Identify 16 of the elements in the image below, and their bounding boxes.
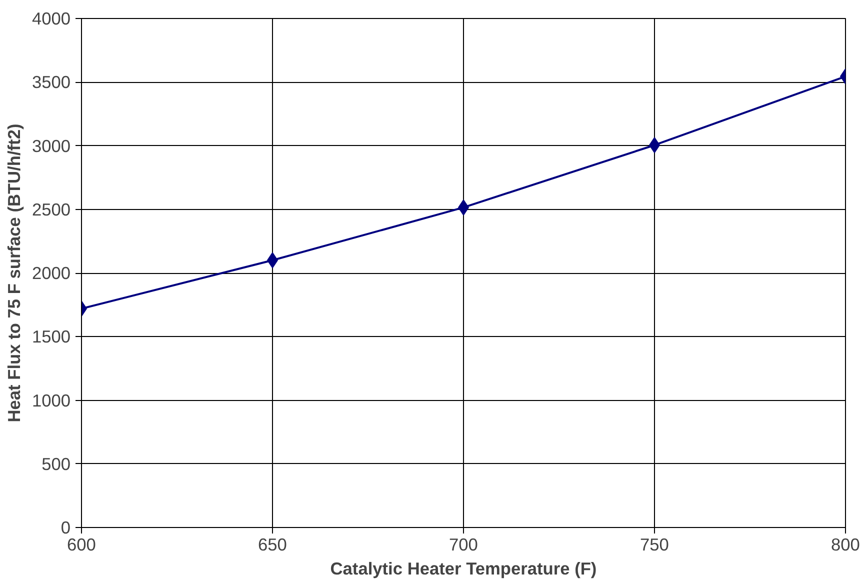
y-tick-label: 500 [42,454,71,474]
y-tick-label: 2000 [32,263,71,283]
x-tick-label: 650 [258,534,287,554]
y-tick-label: 2500 [32,199,71,220]
y-axis-title: Heat Flux to 75 F surface (BTU/h/ft2) [4,124,24,422]
y-tick-label: 3500 [32,72,71,92]
x-tick-label: 750 [640,534,669,554]
y-tick-label: 3000 [32,136,71,156]
x-tick-label: 800 [831,534,860,554]
y-tick-label: 1000 [32,390,71,410]
x-tick-label: 600 [67,534,96,554]
y-tick-label: 1500 [32,326,71,347]
x-axis-title: Catalytic Heater Temperature (F) [330,558,597,578]
y-tick-label: 4000 [32,8,71,28]
x-tick-label: 700 [449,534,478,554]
y-tick-label: 0 [60,518,71,538]
